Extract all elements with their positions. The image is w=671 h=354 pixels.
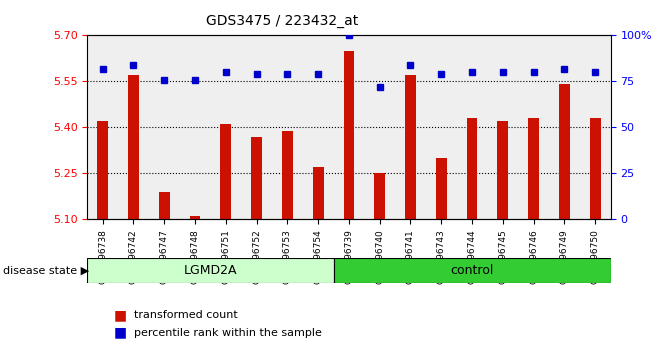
Bar <box>313 167 323 219</box>
Bar <box>180 35 211 219</box>
Bar <box>528 118 539 219</box>
Bar <box>251 137 262 219</box>
Bar <box>466 118 478 219</box>
Bar <box>118 35 149 219</box>
Bar <box>559 85 570 219</box>
Bar <box>374 173 385 219</box>
Bar <box>128 75 139 219</box>
FancyBboxPatch shape <box>333 258 611 283</box>
Bar <box>426 35 457 219</box>
Text: transformed count: transformed count <box>134 310 238 320</box>
Bar <box>436 158 447 219</box>
Bar <box>497 121 508 219</box>
Bar <box>97 121 108 219</box>
Bar <box>272 35 303 219</box>
Bar <box>333 35 364 219</box>
Bar <box>364 35 395 219</box>
Text: percentile rank within the sample: percentile rank within the sample <box>134 328 322 338</box>
Bar <box>211 35 241 219</box>
Bar <box>282 131 293 219</box>
Bar <box>518 35 549 219</box>
Bar <box>241 35 272 219</box>
Bar <box>87 35 118 219</box>
Bar <box>344 51 354 219</box>
Bar <box>159 192 170 219</box>
Text: disease state ▶: disease state ▶ <box>3 266 89 276</box>
Bar <box>590 118 601 219</box>
FancyBboxPatch shape <box>87 258 333 283</box>
Bar <box>395 35 426 219</box>
Bar <box>549 35 580 219</box>
Text: LGMD2A: LGMD2A <box>184 264 237 277</box>
Bar <box>220 124 231 219</box>
Bar <box>457 35 487 219</box>
Bar <box>190 216 201 219</box>
Text: ■: ■ <box>114 326 127 340</box>
Text: ■: ■ <box>114 308 127 322</box>
Bar <box>405 75 416 219</box>
Bar <box>487 35 518 219</box>
Text: control: control <box>450 264 494 277</box>
Bar <box>149 35 180 219</box>
Bar <box>580 35 611 219</box>
Bar <box>303 35 333 219</box>
Text: GDS3475 / 223432_at: GDS3475 / 223432_at <box>206 14 358 28</box>
